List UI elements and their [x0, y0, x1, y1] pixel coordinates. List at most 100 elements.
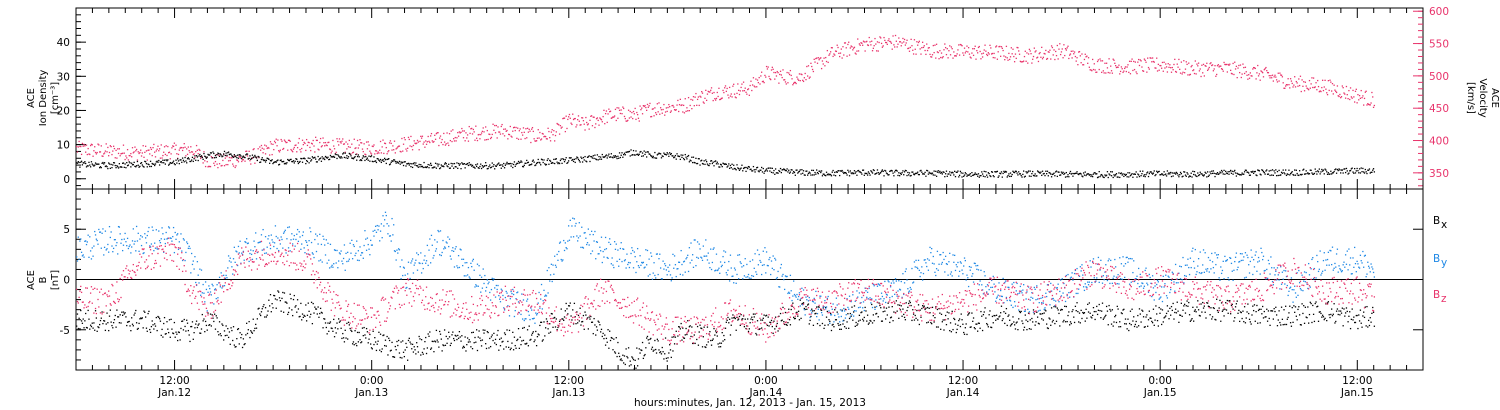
velocity-point	[114, 157, 116, 159]
bx-point	[1004, 312, 1007, 315]
bx-point	[673, 336, 675, 338]
velocity-point	[212, 157, 214, 159]
velocity-point	[574, 117, 576, 120]
velocity-point	[253, 148, 255, 150]
density-point	[684, 153, 686, 156]
density-point	[625, 151, 627, 153]
bx-point	[462, 347, 464, 349]
bx-point	[732, 314, 734, 316]
velocity-point	[589, 119, 591, 122]
velocity-point	[333, 148, 336, 150]
velocity-point	[1272, 80, 1274, 82]
velocity-point	[261, 147, 263, 149]
velocity-point	[863, 41, 865, 43]
velocity-point	[1255, 78, 1257, 80]
velocity-point	[1041, 58, 1044, 60]
density-point	[725, 163, 727, 166]
density-point	[913, 174, 916, 176]
velocity-point	[628, 117, 631, 119]
bx-point	[1027, 312, 1030, 314]
velocity-point	[895, 40, 897, 42]
density-point	[1210, 172, 1212, 175]
density-point	[512, 163, 515, 166]
bx-point	[1198, 314, 1201, 317]
velocity-point	[1217, 64, 1219, 66]
density-point	[696, 162, 698, 165]
density-point	[847, 169, 849, 171]
bx-point	[454, 334, 456, 337]
velocity-point	[1156, 70, 1159, 72]
bx-point	[169, 336, 171, 338]
bx-point	[659, 351, 662, 353]
bx-point	[897, 304, 899, 306]
bx-point	[1189, 320, 1192, 322]
density-point	[1300, 174, 1302, 176]
bx-point	[472, 331, 475, 333]
bx-point	[255, 327, 258, 329]
density-point	[171, 162, 173, 164]
velocity-point	[803, 77, 806, 79]
velocity-point	[250, 163, 252, 165]
velocity-point	[647, 106, 649, 108]
velocity-point	[447, 142, 449, 144]
density-point	[113, 162, 116, 164]
bx-point	[103, 320, 106, 322]
bx-point	[609, 339, 612, 342]
density-point	[300, 157, 302, 160]
velocity-point	[520, 138, 522, 140]
velocity-point	[473, 131, 475, 133]
density-point	[276, 160, 278, 162]
bx-point	[228, 331, 231, 333]
velocity-point	[298, 137, 300, 140]
velocity-point	[1130, 60, 1132, 63]
density-point	[973, 173, 976, 176]
density-point	[128, 161, 130, 163]
bx-point	[384, 339, 387, 341]
density-point	[1000, 172, 1002, 175]
velocity-point	[418, 149, 420, 151]
bx-point	[401, 357, 403, 359]
bx-point	[850, 315, 852, 317]
density-point	[811, 169, 813, 171]
velocity-point	[1088, 66, 1091, 68]
bx-point	[1188, 301, 1190, 304]
bx-point	[1124, 323, 1126, 325]
density-point	[857, 169, 860, 172]
density-point	[1274, 172, 1276, 174]
density-point	[198, 155, 200, 157]
bx-point	[514, 344, 516, 347]
density-point	[355, 153, 357, 156]
density-point	[1357, 170, 1359, 172]
velocity-point	[1152, 60, 1155, 63]
velocity-point	[862, 44, 864, 46]
bx-point	[825, 306, 827, 309]
velocity-point	[1197, 62, 1200, 64]
velocity-point	[442, 143, 444, 146]
bx-point	[659, 351, 661, 354]
velocity-point	[1009, 58, 1011, 61]
velocity-point	[885, 41, 888, 44]
velocity-point	[1230, 72, 1233, 75]
velocity-point	[1228, 64, 1230, 66]
velocity-point	[588, 128, 590, 130]
bx-point	[403, 355, 406, 358]
velocity-point	[944, 43, 946, 45]
velocity-point	[1276, 81, 1279, 83]
density-point	[1115, 173, 1118, 175]
velocity-point	[112, 145, 115, 147]
density-point	[595, 158, 598, 161]
bx-point	[1190, 319, 1192, 321]
bx-point	[213, 320, 215, 323]
bx-point	[582, 314, 585, 317]
density-point	[214, 154, 217, 157]
velocity-point	[1363, 104, 1365, 106]
bx-point	[1145, 316, 1147, 318]
density-point	[1146, 172, 1148, 174]
velocity-point	[745, 91, 747, 93]
velocity-point	[458, 131, 461, 133]
bx-point	[671, 336, 673, 338]
velocity-point	[949, 54, 952, 56]
bx-point	[1152, 308, 1155, 310]
velocity-point	[1026, 52, 1028, 54]
velocity-point	[1148, 68, 1150, 70]
